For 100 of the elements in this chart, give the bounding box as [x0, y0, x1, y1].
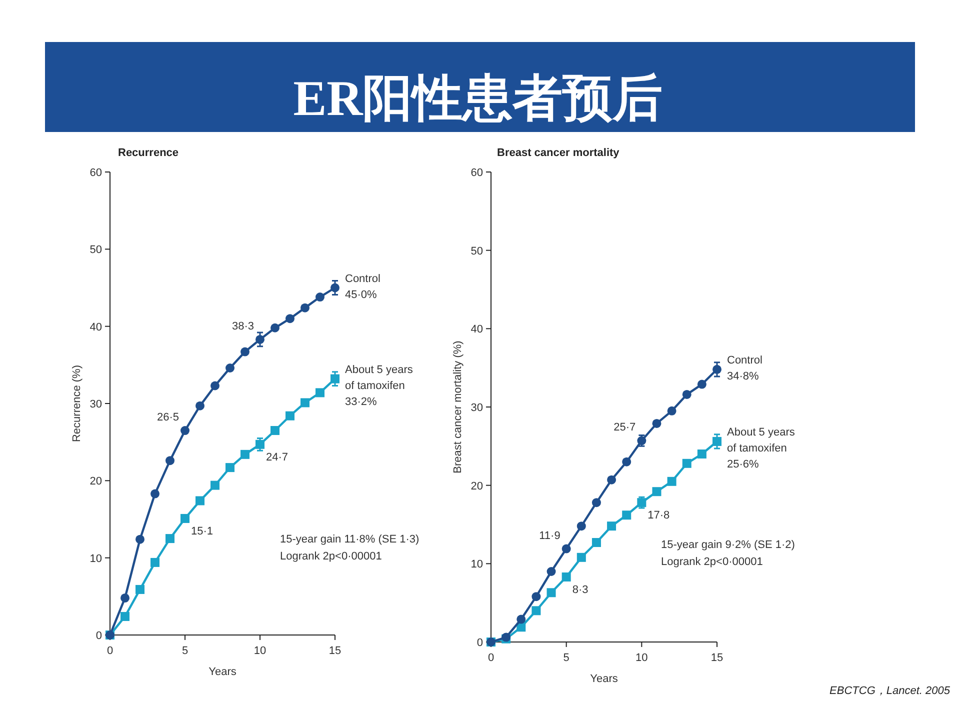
x-tick-label: 5 [182, 645, 188, 657]
point [240, 347, 250, 356]
y-axis-title: Recurrence (%) [71, 364, 83, 442]
point [697, 450, 706, 458]
point [607, 522, 616, 531]
y-axis-title: Breast cancer mortality (%) [452, 340, 464, 474]
annotation: 26·5 [156, 412, 179, 424]
point [210, 381, 220, 390]
point [682, 390, 692, 399]
point [622, 510, 632, 520]
point [652, 487, 662, 496]
point [210, 480, 220, 490]
point [270, 323, 280, 332]
point [546, 588, 556, 598]
point [286, 411, 294, 420]
point [592, 538, 601, 548]
series-label: About 5 years of tamoxifen [345, 364, 414, 392]
point [150, 489, 160, 498]
y-tick-label: 0 [476, 637, 483, 649]
x-axis-title: Years [208, 666, 237, 678]
x-tick-label: 0 [106, 645, 114, 657]
point [330, 283, 340, 292]
y-tick-label: 50 [470, 245, 483, 258]
annotation: 24·7 [266, 451, 288, 464]
chart-title: Breast cancer mortality [497, 147, 620, 159]
x-tick-label: 15 [328, 645, 342, 657]
point [300, 398, 310, 408]
point [166, 456, 174, 466]
y-tick-label: 20 [470, 480, 483, 492]
annotation: Logrank 2p<0·00001 [661, 556, 763, 568]
y-tick-label: 30 [470, 402, 483, 414]
annotation: 8·3 [572, 584, 588, 596]
text: ER阳性患者预后 [293, 70, 663, 126]
x-tick-label: 15 [710, 652, 724, 664]
point [546, 567, 556, 576]
point [180, 426, 190, 436]
annotation: 17·8 [648, 510, 670, 522]
annotation: 15-year gain 11·8% (SE 1·3) [280, 533, 420, 546]
point [120, 612, 130, 621]
point [576, 552, 586, 562]
y-tick-label: 40 [470, 324, 483, 336]
point [256, 334, 264, 344]
annotation: 11·9 [539, 530, 560, 542]
point [330, 374, 340, 384]
point [226, 463, 234, 472]
point [136, 534, 144, 544]
annotation: 25·7 [614, 422, 636, 434]
y-tick-label: 10 [90, 552, 102, 565]
point [120, 593, 130, 602]
y-tick-label: 40 [90, 321, 102, 334]
point [196, 401, 204, 410]
point [226, 364, 234, 373]
point [712, 364, 722, 374]
series-label: Control [727, 354, 762, 366]
point [256, 440, 264, 449]
point [136, 584, 144, 594]
point [150, 558, 160, 567]
point [166, 534, 174, 544]
point [196, 496, 204, 506]
annotation: 34·8% [727, 370, 760, 382]
x-tick-label: 10 [636, 652, 648, 664]
annotation: 25·6% [727, 458, 760, 470]
point [697, 380, 706, 389]
point [652, 418, 662, 428]
point [667, 406, 676, 416]
y-tick-label: 10 [470, 558, 483, 571]
point [562, 544, 571, 554]
series-label: About 5 years of tamoxifen [727, 426, 796, 454]
y-tick-label: 60 [90, 167, 102, 179]
point [562, 572, 571, 582]
point [316, 292, 324, 302]
y-tick-label: 20 [90, 476, 102, 488]
point [622, 457, 632, 466]
point [682, 458, 692, 468]
x-tick-label: 0 [488, 652, 494, 664]
point [516, 614, 526, 624]
x-tick-label: 10 [254, 645, 266, 657]
point [592, 498, 601, 508]
y-tick-label: 30 [90, 398, 102, 410]
y-tick-label: 50 [90, 244, 102, 256]
series-label: Control [345, 272, 380, 285]
point [300, 303, 310, 312]
point [532, 592, 541, 602]
annotation: 15·1 [191, 525, 214, 538]
text: EBCTCG，Lancet. 2005 [830, 685, 951, 697]
annotation: Logrank 2p<0·00001 [280, 550, 382, 562]
point [180, 514, 190, 523]
x-tick-label: 5 [563, 652, 570, 664]
annotation: 38·3 [232, 320, 254, 332]
point [316, 388, 324, 398]
point [270, 426, 280, 436]
chart-subtitle: Recurrence [118, 147, 179, 159]
y-tick-label: 60 [470, 167, 483, 179]
annotation: 15-year gain 9·2% (SE 1·2) [661, 539, 795, 551]
x-axis-title: Years [590, 673, 618, 685]
point [532, 606, 541, 616]
point [667, 476, 676, 486]
annotation: 45·0% [345, 288, 378, 301]
point [286, 314, 294, 324]
point [712, 436, 722, 446]
